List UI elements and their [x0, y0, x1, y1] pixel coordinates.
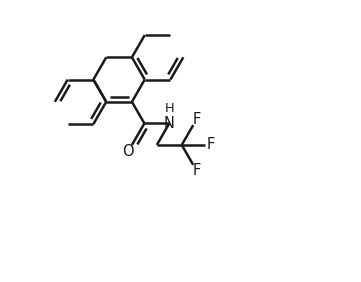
- Text: F: F: [192, 163, 200, 178]
- Text: N: N: [164, 116, 175, 131]
- Text: F: F: [192, 112, 200, 127]
- Text: H: H: [165, 102, 174, 114]
- Text: O: O: [123, 144, 134, 158]
- Text: F: F: [207, 138, 215, 153]
